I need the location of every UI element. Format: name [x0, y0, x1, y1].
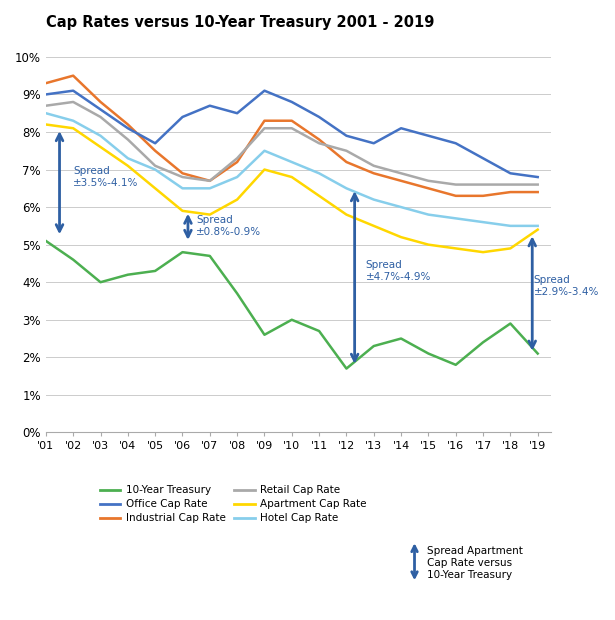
Text: Spread
±3.5%-4.1%: Spread ±3.5%-4.1%	[73, 166, 138, 188]
Legend: 10-Year Treasury, Office Cap Rate, Industrial Cap Rate, Retail Cap Rate, Apartme: 10-Year Treasury, Office Cap Rate, Indus…	[95, 481, 370, 528]
Text: Cap Rates versus 10-Year Treasury 2001 - 2019: Cap Rates versus 10-Year Treasury 2001 -…	[46, 15, 434, 30]
Text: Spread
±4.7%-4.9%: Spread ±4.7%-4.9%	[365, 260, 431, 281]
Text: Spread Apartment
Cap Rate versus
10-Year Treasury: Spread Apartment Cap Rate versus 10-Year…	[427, 546, 523, 580]
Text: Spread
±2.9%-3.4%: Spread ±2.9%-3.4%	[534, 275, 599, 297]
Text: Spread
±0.8%-0.9%: Spread ±0.8%-0.9%	[196, 215, 261, 237]
